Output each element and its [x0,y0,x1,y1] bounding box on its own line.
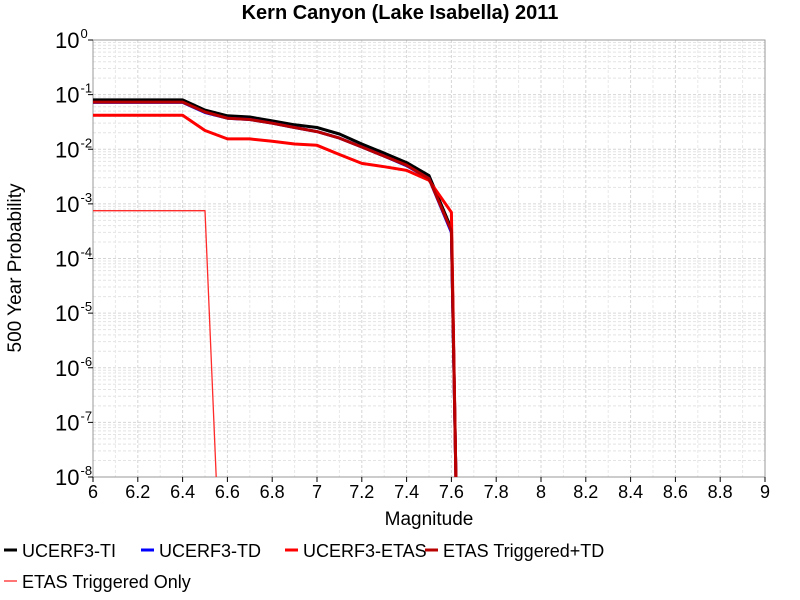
x-axis-label: Magnitude [385,509,474,530]
y-tick-label: 10-5 [55,299,92,326]
x-tick-label: 7.8 [484,482,509,502]
x-tick-label: 7 [312,482,322,502]
legend-label: ETAS Triggered Only [22,572,191,592]
y-tick-label: 10-6 [55,354,92,381]
legend-label: UCERF3-TD [159,541,261,561]
x-tick-label: 8.4 [618,482,643,502]
legend-label: UCERF3-ETAS [303,541,427,561]
x-tick-label: 7.4 [394,482,419,502]
y-tick-label: 100 [55,26,88,53]
y-axis-ticks: 100 10-1 10-2 10-3 10-4 10-5 10-6 10-7 10-8 [55,26,93,490]
x-tick-label: 6.4 [170,482,195,502]
y-tick-label: 10-2 [55,135,92,162]
x-tick-label: 8 [536,482,546,502]
x-tick-label: 6.8 [260,482,285,502]
x-axis-ticks: 6 6.2 6.4 6.6 6.8 7 7.2 7.4 7.6 7.8 8 8.2 8.4 8.6 8.8 9 [88,477,770,502]
y-axis-label: 500 Year Probability [5,183,26,353]
series-line-3 [93,113,458,478]
x-tick-label: 6.2 [125,482,150,502]
legend-label: ETAS Triggered+TD [443,541,604,561]
x-tick-label: 8.6 [663,482,688,502]
y-tick-label: 10-8 [55,463,92,490]
x-tick-label: 7.6 [439,482,464,502]
x-tick-label: 7.2 [349,482,374,502]
series-line-4 [93,100,458,478]
series-line-5 [93,210,217,478]
y-tick-label: 10-4 [55,245,92,272]
x-tick-label: 9 [760,482,770,502]
y-tick-label: 10-7 [55,408,92,435]
series-layer [93,98,458,478]
legend: UCERF3-TI UCERF3-TD UCERF3-ETAS ETAS Trigge… [4,541,604,592]
x-tick-label: 6 [88,482,98,502]
chart-title: Kern Canyon (Lake Isabella) 2011 [242,2,559,24]
series-line-1 [93,98,458,478]
x-tick-label: 8.8 [708,482,733,502]
y-tick-label: 10-3 [55,190,92,217]
grid [92,39,766,478]
x-tick-label: 6.6 [215,482,240,502]
legend-label: UCERF3-TI [22,541,116,561]
x-tick-label: 8.2 [573,482,598,502]
y-tick-label: 10-1 [55,81,92,108]
series-line-2 [93,100,458,478]
